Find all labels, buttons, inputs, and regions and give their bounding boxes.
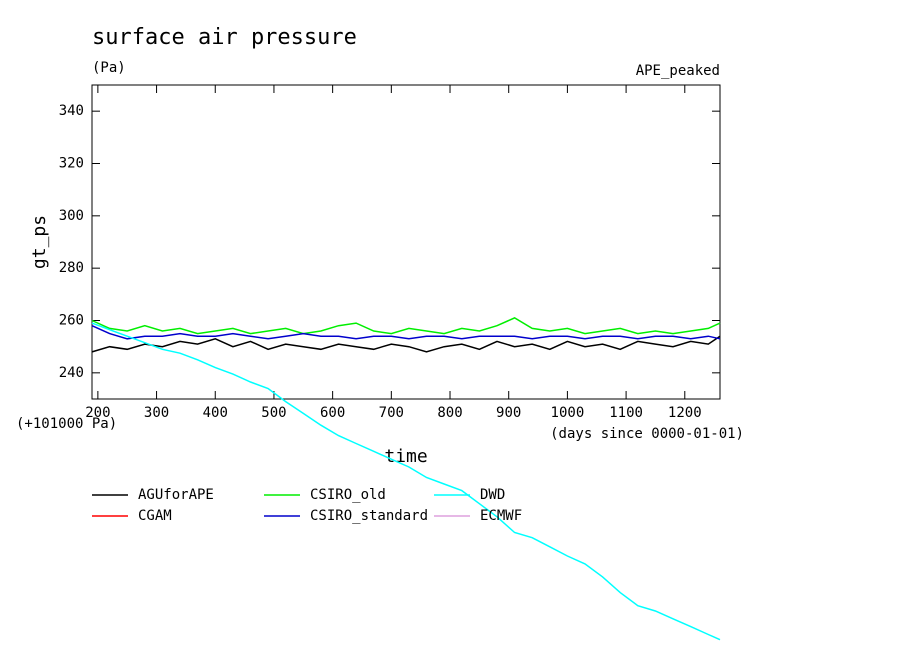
plot-frame (91, 84, 721, 400)
series-line (91, 317, 721, 335)
y-tick-label: 300 (59, 208, 84, 224)
y-tick-label: 260 (59, 313, 84, 329)
legend-label: AGUforAPE (138, 487, 214, 503)
unit-label: (Pa) (92, 60, 126, 76)
x-tick-label: 300 (144, 405, 169, 421)
y-tick-label: 280 (59, 260, 84, 276)
x-tick-label: 200 (85, 405, 110, 421)
x-tick-label: 800 (437, 405, 462, 421)
y-axis-title: gt_ps (29, 215, 50, 269)
experiment-label: APE_peaked (636, 63, 720, 79)
x-tick-label: 600 (320, 405, 345, 421)
series-line (91, 322, 721, 641)
x-tick-label: 1200 (668, 405, 702, 421)
x-tick-label: 900 (496, 405, 521, 421)
x-tick-label: 1100 (609, 405, 643, 421)
y-tick-label: 340 (59, 103, 84, 119)
x-tick-label: 500 (261, 405, 286, 421)
series-line (91, 335, 721, 353)
legend-label: ECMWF (480, 508, 522, 524)
y-offset-label: (+101000 Pa) (16, 416, 117, 432)
legend-label: CSIRO_old (310, 487, 386, 503)
chart-title: surface air pressure (92, 25, 357, 50)
x-tick-label: 700 (379, 405, 404, 421)
x-axis-title: time (384, 446, 427, 467)
x-tick-label: 1000 (551, 405, 585, 421)
legend-label: DWD (480, 487, 505, 503)
legend-label: CSIRO_standard (310, 508, 428, 524)
series-line (91, 325, 721, 340)
x-tick-label: 400 (203, 405, 228, 421)
x-unit-label: (days since 0000-01-01) (550, 426, 744, 442)
legend-label: CGAM (138, 508, 172, 524)
y-tick-label: 320 (59, 156, 84, 172)
y-tick-label: 240 (59, 365, 84, 381)
